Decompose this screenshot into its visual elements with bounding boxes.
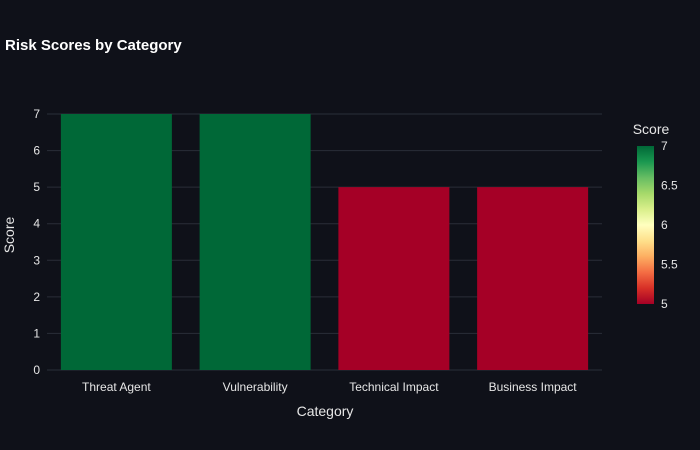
y-axis-label: Score [1, 217, 17, 254]
x-tick-label: Business Impact [489, 380, 578, 394]
colorbar-tick-label: 5.5 [661, 258, 678, 272]
bar-vulnerability [199, 114, 311, 370]
x-tick-label: Vulnerability [223, 380, 288, 394]
x-axis-label: Category [297, 403, 354, 419]
colorbar-tick-label: 6.5 [661, 179, 678, 193]
y-tick-label: 4 [33, 217, 40, 231]
colorbar-tick-label: 5 [661, 297, 668, 311]
x-tick-label: Threat Agent [82, 380, 151, 394]
colorbar-tick-labels: 5 5.5 6 6.5 7 [661, 139, 678, 311]
colorbar-title: Score [633, 121, 670, 137]
bars-layer [60, 114, 589, 370]
colorbar-tick-label: 7 [661, 139, 668, 153]
y-tick-label: 2 [33, 290, 40, 304]
y-tick-labels: 0 1 2 3 4 5 6 7 [33, 107, 40, 377]
y-tick-label: 7 [33, 107, 40, 121]
y-tick-label: 1 [33, 326, 40, 340]
colorbar-gradient [637, 146, 654, 304]
colorbar-tick-label: 6 [661, 218, 668, 232]
y-tick-label: 0 [33, 363, 40, 377]
bar-technical-impact [338, 187, 450, 370]
y-tick-label: 5 [33, 180, 40, 194]
bar-business-impact [477, 187, 589, 370]
x-tick-label: Technical Impact [349, 380, 439, 394]
y-tick-label: 3 [33, 253, 40, 267]
chart-title: Risk Scores by Category [5, 37, 182, 54]
x-tick-labels: Threat Agent Vulnerability Technical Impac… [82, 380, 577, 394]
colorbar: Score 5 5.5 6 6.5 7 [633, 121, 678, 311]
bar-threat-agent [60, 114, 172, 370]
y-tick-label: 6 [33, 144, 40, 158]
